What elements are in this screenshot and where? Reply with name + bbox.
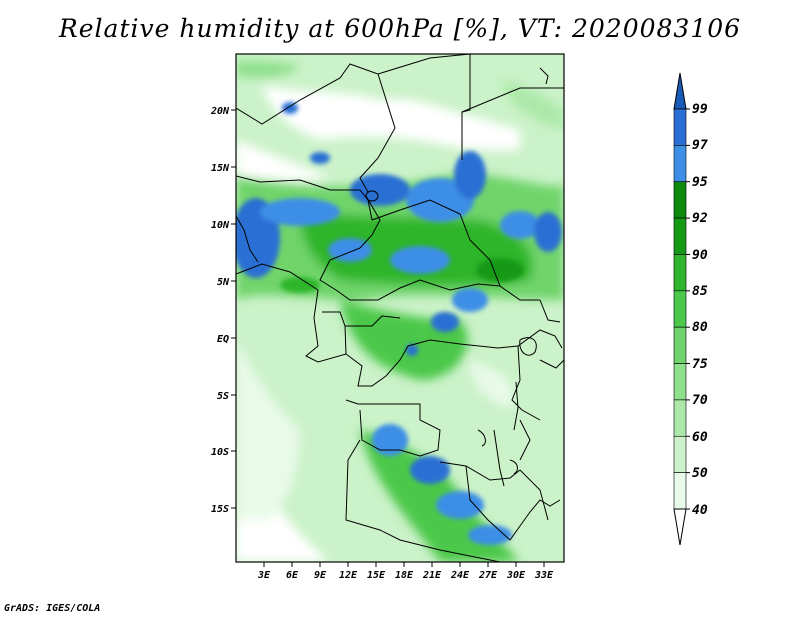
colorbar-segments [673,72,687,546]
colorbar-band [673,435,687,473]
colorbar-band [673,254,687,292]
lat-label-eq: EQ [217,334,229,345]
colorbar-band [673,472,687,510]
colorbar-label-60: 60 [692,430,708,445]
lon-label-15e: 15E [367,570,386,581]
chart-title: Relative humidity at 600hPa [%], VT: 202… [58,14,742,43]
lat-label-5n: 5N [217,277,230,288]
lon-label-27e: 27E [478,570,498,581]
colorbar-band [673,399,687,437]
colorbar-label-50: 50 [692,466,708,481]
credit-text: GrADS: IGES/COLA [4,603,101,614]
lat-label-15n: 15N [211,163,230,174]
colorbar-label-92: 92 [692,211,708,226]
colorbar-band [673,217,687,255]
colorbar-label-70: 70 [692,393,708,408]
lat-label-10s: 10S [211,447,229,458]
colorbar-label-95: 95 [692,175,708,190]
colorbar-label-80: 80 [692,320,708,335]
lon-label-30e: 30E [506,570,526,581]
colorbar-band [673,290,687,328]
colorbar-label-90: 90 [692,248,708,263]
colorbar-ticks [686,108,690,510]
lon-label-18e: 18E [395,570,414,581]
lat-ticks [231,109,236,509]
lat-label-15s: 15S [211,504,229,515]
lat-label-20n: 20N [210,106,230,117]
humidity-field [236,54,564,562]
colorbar-band [673,108,687,146]
lon-label-24e: 24E [450,570,470,581]
colorbar-band [673,145,687,183]
colorbar: 99 97 95 92 90 85 80 75 70 60 50 40 [673,72,708,546]
map-frame [235,53,565,563]
colorbar-label-40: 40 [692,503,708,518]
lakes [365,67,549,487]
lon-ticks [263,562,545,567]
country-boundaries [236,54,564,562]
lat-label-10n: 10N [211,220,230,231]
lat-label-5s: 5S [217,391,229,402]
lon-label-21e: 21E [422,570,442,581]
colorbar-label-75: 75 [692,357,708,372]
colorbar-label-99: 99 [692,102,708,117]
lon-label-9e: 9E [314,570,327,581]
colorbar-label-85: 85 [692,284,708,299]
lon-label-6e: 6E [286,570,299,581]
lon-label-3e: 3E [257,570,271,581]
lon-label-12e: 12E [339,570,358,581]
colorbar-band [673,326,687,364]
colorbar-arrow-top [673,72,687,110]
colorbar-band [673,181,687,219]
lon-label-33e: 33E [534,570,554,581]
colorbar-arrow-bottom [673,508,687,546]
colorbar-label-97: 97 [692,138,708,153]
colorbar-band [673,363,687,401]
